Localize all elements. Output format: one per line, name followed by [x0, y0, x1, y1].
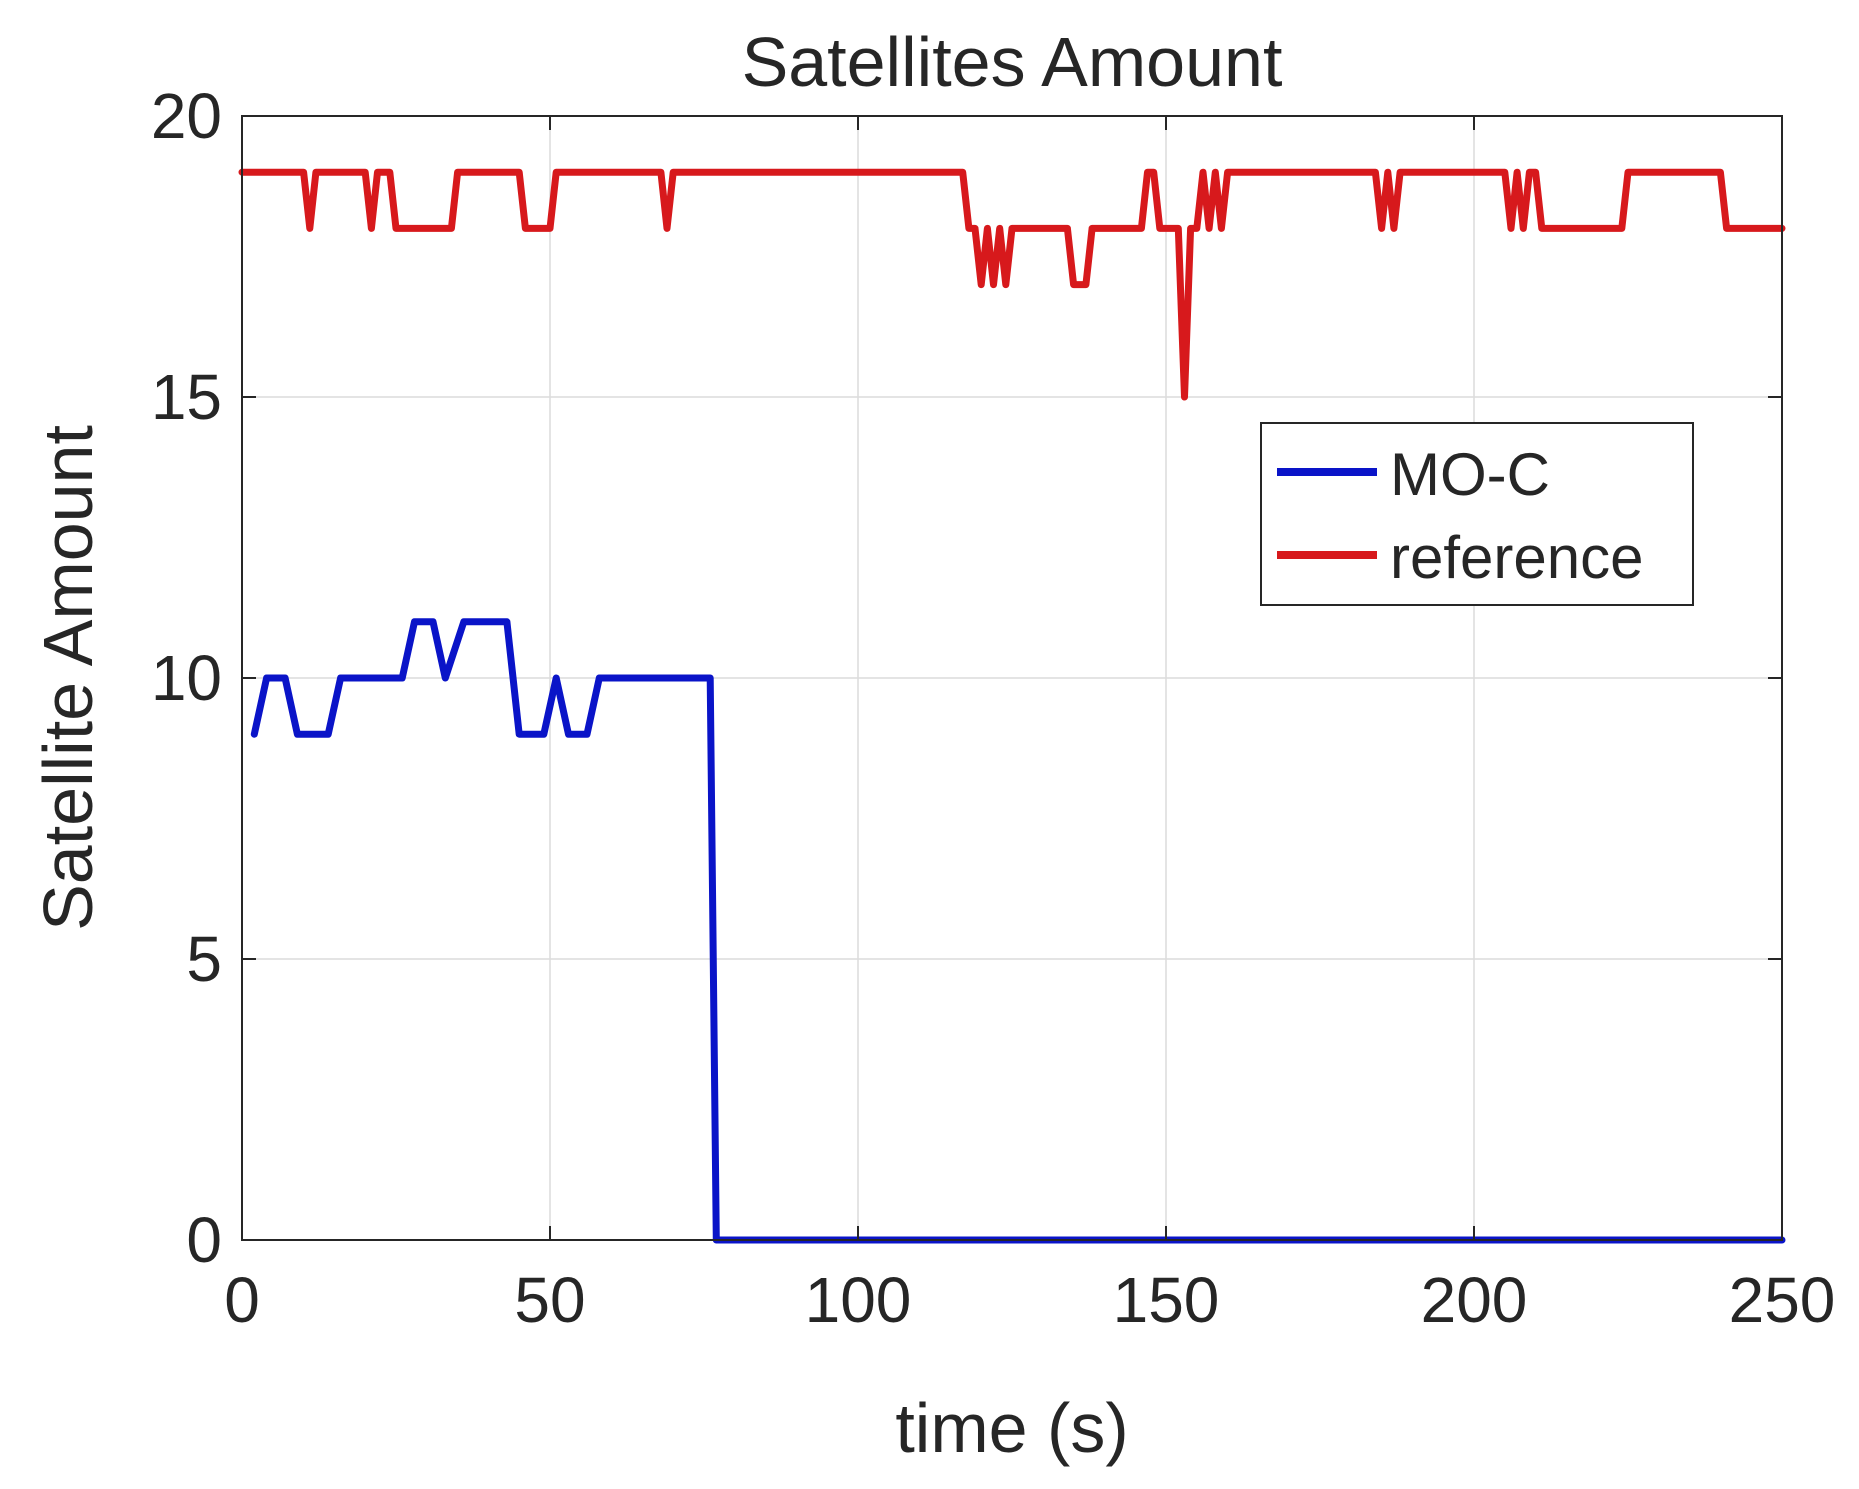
- x-tick-label: 250: [1729, 1264, 1836, 1336]
- series-lines: [238, 168, 1786, 1244]
- axis-ticks: 0 50 100 150 200 250 0 5 10 15 20: [151, 80, 1836, 1336]
- x-tick-label: 50: [514, 1264, 585, 1336]
- y-tick-label: 20: [151, 80, 222, 152]
- y-tick-label: 0: [186, 1204, 222, 1276]
- y-tick-label: 5: [186, 923, 222, 995]
- y-tick-label: 15: [151, 361, 222, 433]
- legend-label-moc: MO-C: [1390, 441, 1550, 508]
- legend-box: [1260, 422, 1694, 606]
- y-axis-label: Satellite Amount: [29, 425, 107, 931]
- chart-title: Satellites Amount: [742, 23, 1283, 101]
- x-axis-label: time (s): [895, 1389, 1128, 1467]
- y-tick-label: 10: [151, 642, 222, 714]
- series-line-reference: [238, 168, 1786, 401]
- x-tick-label: 100: [805, 1264, 912, 1336]
- legend: MO-C reference: [1260, 422, 1694, 606]
- series-line-mo-c: [250, 618, 1786, 1244]
- x-tick-label: 200: [1421, 1264, 1528, 1336]
- x-tick-label: 150: [1113, 1264, 1220, 1336]
- legend-label-reference: reference: [1390, 524, 1643, 591]
- x-tick-label: 0: [224, 1264, 260, 1336]
